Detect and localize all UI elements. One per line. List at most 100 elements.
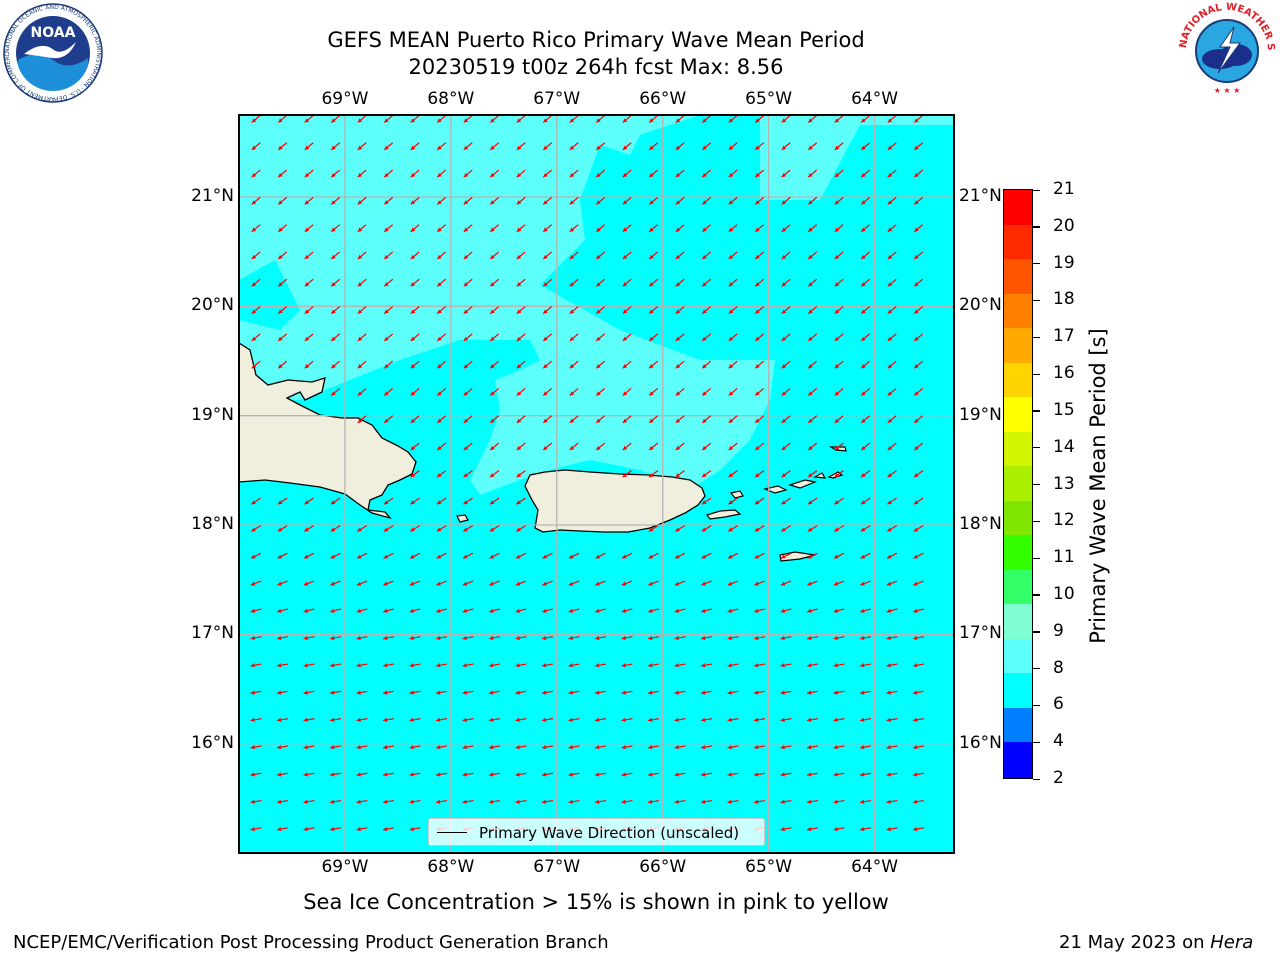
wave-arrow [330, 278, 341, 287]
wave-arrow [516, 333, 526, 342]
lat-label-right-4: 17°N [959, 623, 1002, 644]
wave-arrow [277, 497, 288, 505]
wave-arrow [622, 278, 632, 287]
wave-arrow [329, 772, 342, 777]
wave-arrow [675, 333, 685, 342]
wave-arrow [701, 115, 712, 123]
wave-arrow [569, 333, 579, 342]
wave-arrow [727, 525, 739, 532]
wave-arrow [887, 169, 897, 178]
wave-arrow [860, 497, 871, 505]
wave-arrow [675, 169, 685, 178]
wave-arrow [648, 142, 659, 151]
wave-arrow [489, 525, 500, 532]
wave-arrow [622, 169, 632, 178]
wave-arrow [859, 690, 872, 695]
wave-arrow [303, 799, 315, 804]
wave-arrow [887, 415, 897, 424]
wave-arrow [859, 663, 872, 668]
wave-arrow [781, 169, 791, 178]
colorbar-band [1004, 638, 1032, 674]
wave-arrow [807, 497, 818, 505]
wave-arrow [860, 278, 871, 287]
wave-arrow [834, 224, 844, 233]
wave-arrow [727, 608, 739, 613]
wave-arrow [780, 635, 792, 641]
wave-arrow [410, 306, 420, 315]
wave-arrow [357, 169, 367, 178]
wave-arrow [410, 251, 420, 260]
wave-arrow [436, 525, 447, 532]
wave-arrow [516, 224, 526, 233]
wave-arrow [410, 278, 420, 287]
wave-arrow [728, 470, 738, 478]
colorbar-band [1004, 673, 1032, 709]
wave-arrow [781, 470, 791, 478]
wave-arrow [807, 333, 818, 342]
wave-arrow [595, 142, 606, 151]
wave-arrow [516, 251, 526, 260]
wave-arrow [595, 196, 606, 205]
wave-arrow [807, 224, 818, 233]
wave-arrow [357, 251, 367, 260]
island-culebra [729, 490, 744, 499]
wave-arrow [833, 690, 845, 695]
wave-arrow [806, 799, 819, 804]
island-tortola [788, 479, 818, 489]
wave-arrow [276, 745, 289, 750]
lat-label-right-2: 19°N [959, 404, 1002, 425]
wave-arrow [595, 251, 606, 260]
wave-arrow [833, 635, 845, 641]
wave-arrow [329, 745, 342, 750]
wave-arrow [859, 635, 872, 641]
wave-arrow [383, 196, 394, 205]
wave-arrow [435, 745, 448, 750]
wave-arrow [488, 745, 501, 750]
wave-arrow [462, 799, 474, 804]
wave-arrow [701, 388, 712, 396]
wave-arrow [887, 251, 897, 260]
wave-arrow [913, 115, 924, 123]
wave-arrow [860, 525, 871, 532]
wave-arrow [834, 142, 844, 151]
colorbar-tick-label: 11 [1053, 547, 1075, 568]
wave-arrow [780, 580, 792, 586]
wave-arrow [357, 196, 367, 205]
wave-arrow [780, 690, 792, 695]
wave-arrow [568, 717, 580, 722]
wave-arrow [622, 196, 632, 205]
wave-arrow [886, 525, 898, 532]
colorbar-band [1004, 362, 1032, 398]
wave-arrow [701, 525, 712, 532]
wave-arrow [886, 552, 898, 559]
wave-arrow [382, 690, 395, 695]
colorbar-tick-label: 19 [1053, 252, 1075, 273]
lon-label-top-2: 67°W [533, 89, 581, 109]
wave-arrow [462, 717, 474, 722]
wave-arrow [887, 442, 897, 451]
wave-arrow [541, 690, 554, 695]
wave-arrow [330, 388, 341, 396]
wave-arrow [754, 470, 765, 478]
wave-arrow [648, 360, 659, 369]
wave-arrow [410, 360, 420, 369]
wave-arrow [781, 278, 791, 287]
lon-label-top-1: 68°W [427, 89, 475, 109]
wave-arrow [913, 552, 924, 559]
wave-arrow [648, 224, 659, 233]
colorbar-tick [1033, 557, 1040, 559]
wave-arrow [648, 415, 659, 424]
wave-arrow [409, 580, 421, 586]
wave-arrow [834, 115, 844, 123]
wave-arrow [329, 663, 342, 668]
wave-arrow [330, 169, 341, 178]
wave-arrow [515, 717, 527, 722]
wave-arrow [516, 497, 526, 505]
wave-arrow [515, 580, 527, 586]
wave-arrow [436, 224, 447, 233]
wave-arrow [382, 717, 395, 722]
wave-arrow [569, 251, 579, 260]
wave-arrow [622, 306, 632, 315]
wave-arrow [410, 196, 420, 205]
colorbar-band [1004, 224, 1032, 260]
